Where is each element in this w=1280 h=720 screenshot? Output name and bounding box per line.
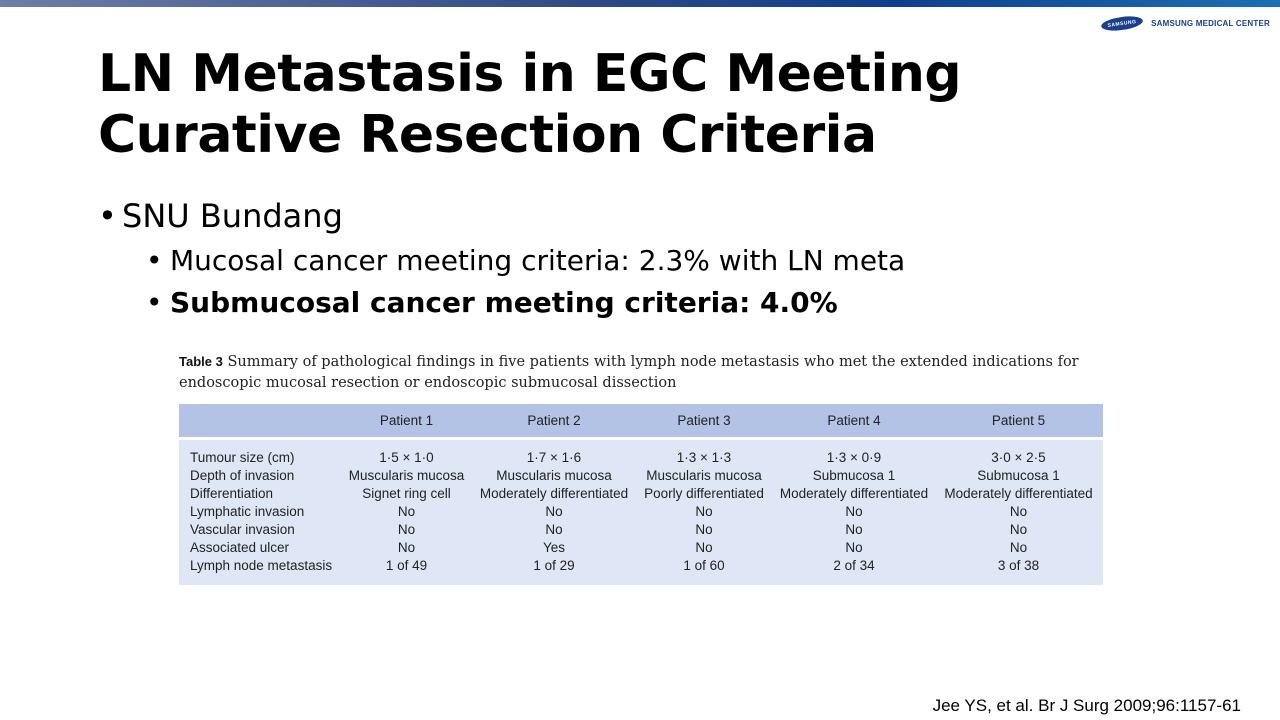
table-cell: 1·7 × 1·6: [526, 449, 582, 465]
table-cell: No: [695, 503, 713, 519]
table-cell: No: [845, 503, 863, 519]
table-header-cell: Patient 4: [774, 404, 934, 440]
table-cell: Muscularis mucosa: [496, 467, 612, 483]
table-cell: 1 of 49: [385, 557, 428, 573]
table-cell: No: [397, 503, 416, 519]
table-header-cell: Patient 1: [339, 404, 474, 440]
table-row-label: Tumour size (cm): [190, 449, 295, 465]
table-cell: 3 of 38: [997, 557, 1040, 573]
table-cell: No: [845, 521, 863, 537]
table-cell: 1·3 × 1·3: [676, 449, 732, 465]
table-header-cell: Patient 5: [934, 404, 1103, 440]
slide-title: LN Metastasis in EGC Meeting Curative Re…: [98, 44, 962, 166]
top-accent-bar: [0, 0, 1280, 7]
table-caption-text: Summary of pathological findings in five…: [179, 354, 1079, 391]
slide-title-line-2: Curative Resection Criteria: [98, 105, 877, 165]
table-cell: Submucosa 1: [812, 467, 896, 483]
citation-reference: Jee YS, et al. Br J Surg 2009;96:1157-61: [932, 696, 1241, 715]
table-header-cell: Patient 3: [634, 404, 774, 440]
table-cell: No: [1009, 521, 1028, 537]
table-cell: Yes: [542, 539, 566, 555]
table-cell: Muscularis mucosa: [348, 467, 465, 483]
table-row: Vascular invasion No No No No No: [179, 520, 1103, 538]
table-cell: Muscularis mucosa: [646, 467, 762, 483]
table-cell: No: [1009, 503, 1028, 519]
table-cell: No: [397, 521, 416, 537]
sub-bullet-list: • Mucosal cancer meeting criteria: 2.3% …: [98, 240, 905, 324]
table-row: Lymph node metastasis 1 of 49 1 of 29 1 …: [179, 556, 1103, 574]
pathology-table-container: Patient 1 Patient 2 Patient 3 Patient 4 …: [179, 404, 1103, 585]
table-caption: Table 3 Summary of pathological findings…: [179, 351, 1109, 394]
sub-bullet-text: Submucosal cancer meeting criteria: 4.0%: [170, 286, 838, 319]
sub-bullet-submucosal: • Submucosal cancer meeting criteria: 4.…: [146, 282, 905, 324]
sub-bullet-mucosal: • Mucosal cancer meeting criteria: 2.3% …: [146, 240, 905, 282]
bullet-list: • SNU Bundang • Mucosal cancer meeting c…: [98, 196, 905, 324]
bullet-dot: •: [146, 244, 163, 277]
logo-org-name: SAMSUNG MEDICAL CENTER: [1151, 19, 1270, 28]
table-cell: Moderately differentiated: [779, 485, 929, 501]
table-row-label: Vascular invasion: [190, 521, 295, 537]
bullet-dot: •: [98, 197, 117, 235]
table-header-cell: Patient 2: [474, 404, 634, 440]
table-cell: No: [695, 539, 713, 555]
samsung-medical-center-logo: SAMSUNG SAMSUNG MEDICAL CENTER: [1100, 14, 1270, 33]
table-row: Differentiation Signet ring cell Moderat…: [179, 484, 1103, 502]
sub-bullet-text: Mucosal cancer meeting criteria: 2.3% wi…: [170, 244, 906, 277]
bullet-dot: •: [146, 286, 163, 319]
table-cell: No: [397, 539, 416, 555]
table-row-label: Depth of invasion: [190, 467, 295, 483]
table-cell: 2 of 34: [833, 557, 875, 573]
table-row-label: Associated ulcer: [190, 539, 290, 555]
table-cell: 1 of 29: [533, 557, 575, 573]
table-cell: Signet ring cell: [362, 485, 451, 501]
table-cell: No: [1009, 539, 1028, 555]
pathology-table: Patient 1 Patient 2 Patient 3 Patient 4 …: [179, 404, 1103, 574]
table-cell: No: [545, 521, 563, 537]
table-cell: Moderately differentiated: [479, 485, 629, 501]
table-cell: Moderately differentiated: [944, 485, 1093, 501]
sub-bullet-container: • Mucosal cancer meeting criteria: 2.3% …: [98, 240, 905, 324]
table-row-label: Lymph node metastasis: [190, 557, 333, 573]
table-row-label: Lymphatic invasion: [190, 503, 305, 519]
table-cell: Submucosa 1: [977, 467, 1060, 483]
table-header-row: Patient 1 Patient 2 Patient 3 Patient 4 …: [179, 404, 1103, 440]
table-row: Tumour size (cm) 1·5 × 1·0 1·7 × 1·6 1·3…: [179, 439, 1103, 467]
bullet-main: • SNU Bundang: [98, 196, 905, 236]
table-cell: 1·5 × 1·0: [379, 449, 434, 465]
samsung-logo-mark: SAMSUNG: [1100, 14, 1144, 33]
table-cell: 1·3 × 0·9: [826, 449, 882, 465]
table-cell: 1 of 60: [683, 557, 725, 573]
table-cell: Poorly differentiated: [644, 485, 764, 501]
table-row-label: Differentiation: [190, 485, 274, 501]
table-cell: No: [845, 539, 863, 555]
table-cell: No: [545, 503, 563, 519]
table-cell: 3·0 × 2·5: [991, 449, 1046, 465]
table-label: Table 3: [179, 354, 223, 369]
bullet-main-text: SNU Bundang: [122, 197, 343, 235]
table-row: Depth of invasion Muscularis mucosa Musc…: [179, 466, 1103, 484]
table-header-cell: [179, 404, 339, 440]
table-row: Lymphatic invasion No No No No No: [179, 502, 1103, 520]
table-row: Associated ulcer No Yes No No No: [179, 538, 1103, 556]
table-cell: No: [695, 521, 713, 537]
slide-title-line-1: LN Metastasis in EGC Meeting: [98, 44, 962, 104]
